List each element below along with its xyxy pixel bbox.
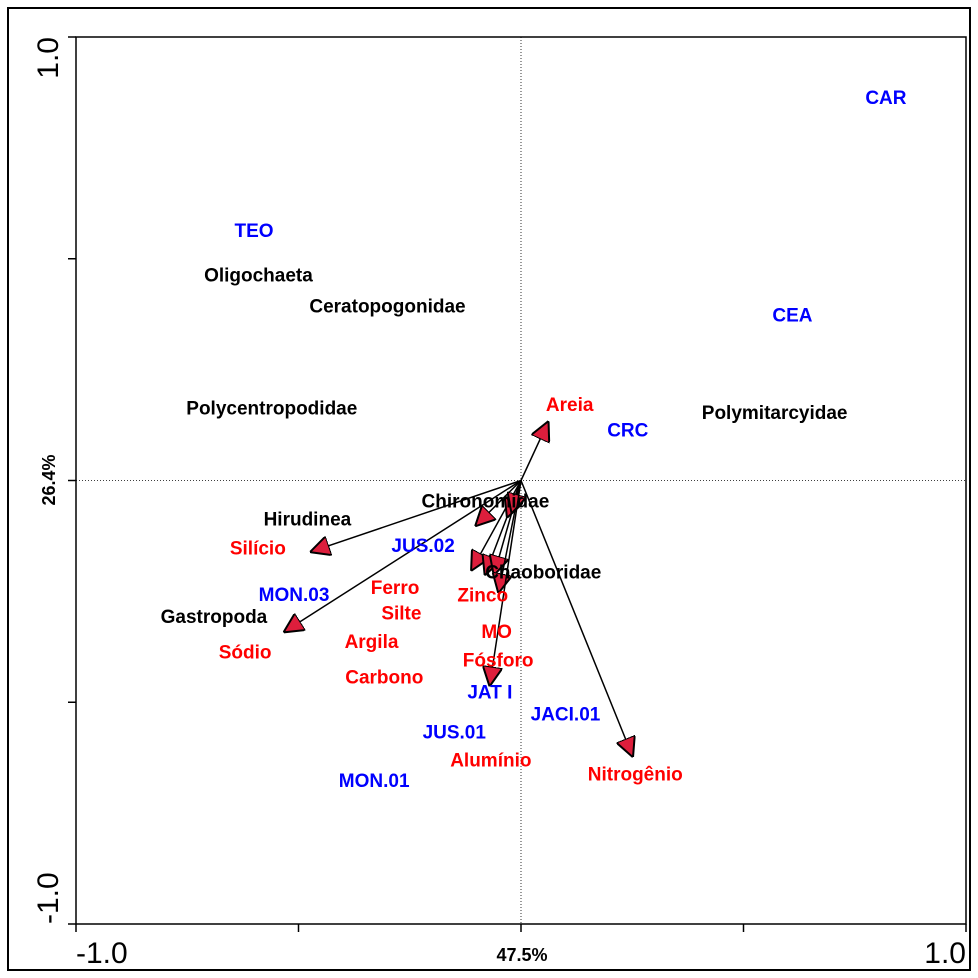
env-label: Ferro <box>371 578 420 599</box>
x-axis-label: 47.5% <box>496 945 547 965</box>
env-label: Areia <box>546 395 594 416</box>
env-label: Nitrogênio <box>588 764 683 785</box>
x-tick-label: -1.0 <box>76 937 128 970</box>
site-label: JUS.02 <box>391 536 454 557</box>
site-label: CEA <box>772 305 812 326</box>
site-label: JAT I <box>467 682 512 703</box>
species-label: Chaoboridae <box>485 563 601 584</box>
env-vector <box>312 479 522 552</box>
env-label: Zinco <box>457 585 508 606</box>
env-vector <box>520 423 548 481</box>
y-tick-label: -1.0 <box>32 872 65 924</box>
env-label: Sódio <box>219 642 272 663</box>
y-tick-label: 1.0 <box>32 37 65 79</box>
env-label: Alumínio <box>450 751 531 772</box>
env-label: Silício <box>230 538 286 559</box>
site-label: MON.01 <box>339 771 410 792</box>
x-tick-label: 1.0 <box>924 937 966 970</box>
env-label: Fósforo <box>463 651 534 672</box>
species-label: Oligochaeta <box>204 266 313 287</box>
frame <box>7 7 971 971</box>
site-label: JUS.01 <box>423 722 487 743</box>
site-label: JACI.01 <box>531 705 601 726</box>
env-label: MO <box>481 622 512 643</box>
species-label: Polymitarcyidae <box>702 403 848 424</box>
env-vector <box>520 480 632 756</box>
species-label: Polycentropodidae <box>186 399 357 420</box>
species-label: Hirudinea <box>264 509 352 530</box>
species-label: Gastropoda <box>161 607 268 628</box>
species-label: Ceratopogonidae <box>309 297 465 318</box>
env-vector <box>477 479 522 525</box>
env-vector <box>490 480 522 685</box>
y-axis-label: 26.4% <box>39 454 59 505</box>
env-label: Carbono <box>345 668 423 689</box>
site-label: MON.03 <box>259 585 330 606</box>
species-label: Chironomidae <box>422 492 550 513</box>
env-label: Silte <box>381 604 421 625</box>
site-label: CRC <box>607 421 648 442</box>
env-label: Argila <box>345 632 399 653</box>
site-label: TEO <box>234 221 273 242</box>
site-label: CAR <box>865 88 906 109</box>
